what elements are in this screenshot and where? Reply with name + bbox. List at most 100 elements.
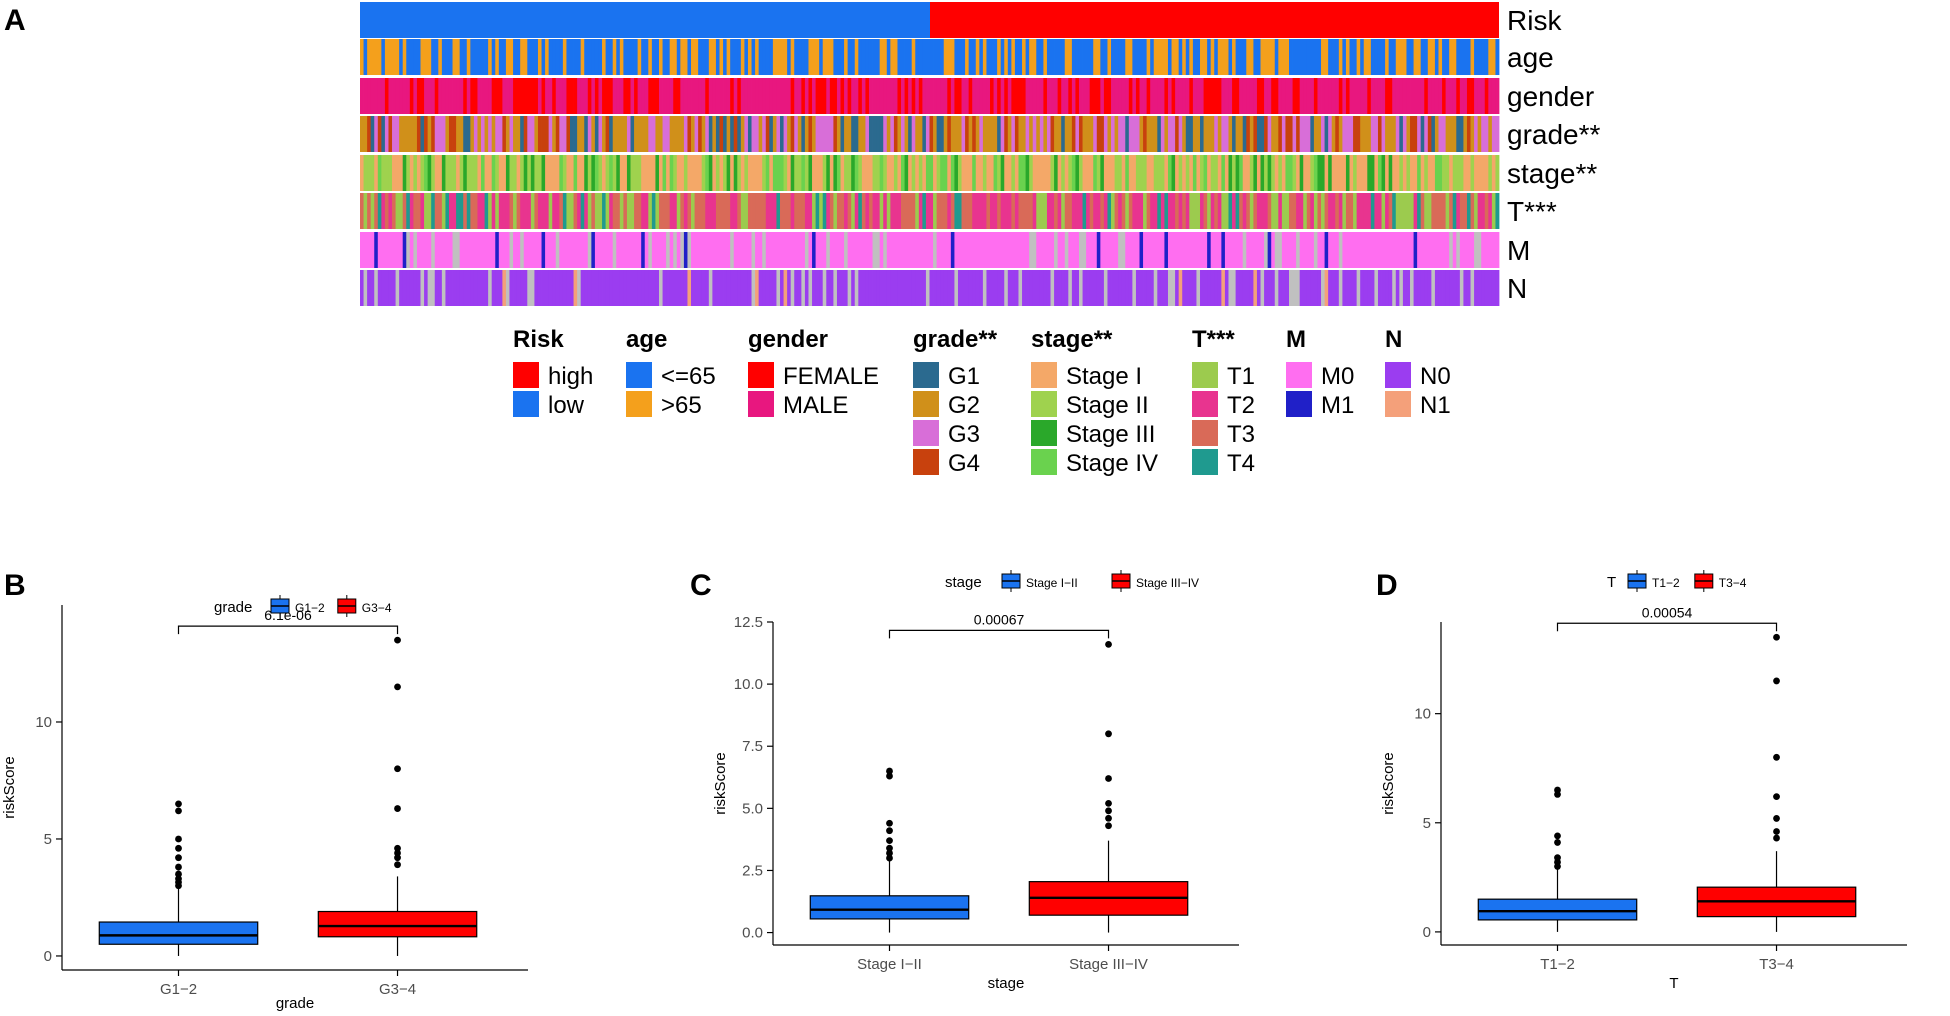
heatmap-cell [1068, 116, 1073, 152]
heatmap-cell [662, 116, 667, 152]
heatmap-cell [1459, 193, 1464, 229]
heatmap-cell [384, 78, 389, 114]
heatmap-cell [1431, 155, 1436, 191]
heatmap-cell [1054, 193, 1059, 229]
heatmap-cell [1267, 270, 1272, 306]
heatmap-cell [416, 270, 421, 306]
heatmap-cell [840, 39, 845, 75]
heatmap-cell [1050, 39, 1055, 75]
heatmap-cell [833, 232, 838, 268]
heatmap-cell [1321, 116, 1325, 152]
heatmap-cell [363, 116, 368, 152]
heatmap-cell [1207, 232, 1212, 268]
heatmap-cell [513, 270, 518, 306]
heatmap-cell [1150, 270, 1155, 306]
heatmap-cell [1246, 270, 1251, 306]
heatmap-cell [481, 39, 485, 75]
heatmap-cell [883, 155, 888, 191]
heatmap-cell [751, 193, 756, 229]
heatmap-cell [1086, 193, 1091, 229]
heatmap-cell [516, 39, 521, 75]
heatmap-cell [662, 193, 667, 229]
heatmap-cell [726, 270, 731, 306]
y-tick-label: 0 [44, 948, 52, 965]
heatmap-cell [787, 232, 792, 268]
heatmap-cell [997, 193, 1002, 229]
heatmap-cell [868, 39, 873, 75]
heatmap-cell [438, 232, 443, 268]
heatmap-cell [904, 193, 909, 229]
heatmap-cell [726, 232, 731, 268]
heatmap-cell [580, 232, 585, 268]
heatmap-cell [634, 78, 639, 114]
heatmap-cell [982, 39, 987, 75]
heatmap-cell [801, 193, 806, 229]
heatmap-cell [1200, 193, 1204, 229]
heatmap-cell [1370, 39, 1375, 75]
heatmap-cell [1410, 270, 1414, 306]
legend-title: stage [945, 574, 982, 591]
heatmap-cell [747, 155, 752, 191]
heatmap-cell [1491, 116, 1496, 152]
heatmap-cell [1221, 39, 1226, 75]
heatmap-cell [1296, 116, 1301, 152]
heatmap-cell [1474, 39, 1479, 75]
heatmap-cell [1481, 116, 1486, 152]
heatmap-cell [1306, 270, 1311, 306]
heatmap-cell [719, 232, 724, 268]
heatmap-cell [1377, 193, 1382, 229]
heatmap-cell [819, 39, 824, 75]
heatmap-cell [1253, 232, 1258, 268]
heatmap-cell [715, 270, 720, 306]
outlier-point [175, 870, 182, 878]
heatmap-cell [826, 78, 831, 114]
heatmap-cell [829, 270, 834, 306]
heatmap-cell [1363, 155, 1368, 191]
heatmap-cell [1096, 232, 1101, 268]
heatmap-cell [833, 116, 838, 152]
heatmap-cell [1239, 193, 1244, 229]
heatmap-cell [1434, 193, 1439, 229]
heatmap-cell [587, 232, 592, 268]
heatmap-cell [1217, 78, 1222, 114]
heatmap-cell [406, 39, 411, 75]
heatmap-cell [452, 193, 457, 229]
heatmap-cell [409, 78, 414, 114]
heatmap-cell [822, 78, 827, 114]
heatmap-cell [915, 78, 920, 114]
heatmap-cell [1157, 193, 1162, 229]
heatmap-cell [1402, 39, 1407, 75]
heatmap-cell [548, 39, 553, 75]
heatmap-cell [790, 39, 795, 75]
heatmap-cell [441, 155, 446, 191]
heatmap-cell [990, 116, 994, 152]
heatmap-cell [1235, 116, 1240, 152]
heatmap-cell [577, 155, 582, 191]
heatmap-cell [890, 155, 895, 191]
heatmap-cell [666, 39, 671, 75]
heatmap-cell [395, 270, 400, 306]
heatmap-cell [1000, 270, 1005, 306]
heatmap-cell [1185, 39, 1190, 75]
heatmap-cell [1114, 78, 1119, 114]
heatmap-cell [705, 39, 710, 75]
heatmap-cell [548, 116, 553, 152]
heatmap-cell [1299, 116, 1304, 152]
heatmap-cell [1224, 270, 1229, 306]
heatmap-cell [1139, 78, 1144, 114]
heatmap-cell [427, 39, 432, 75]
heatmap-cell [737, 232, 742, 268]
heatmap-cell [1385, 232, 1390, 268]
heatmap-cell [602, 155, 606, 191]
heatmap-cell [602, 232, 606, 268]
heatmap-cell [1175, 39, 1180, 75]
heatmap-cell [370, 116, 375, 152]
heatmap-cell [908, 78, 913, 114]
heatmap-cell [577, 270, 582, 306]
heatmap-cell [1481, 270, 1486, 306]
heatmap-cell [747, 116, 752, 152]
heatmap-cell [399, 232, 404, 268]
heatmap-cell [634, 155, 639, 191]
outlier-point [1105, 640, 1112, 648]
heatmap-cell [1470, 116, 1475, 152]
